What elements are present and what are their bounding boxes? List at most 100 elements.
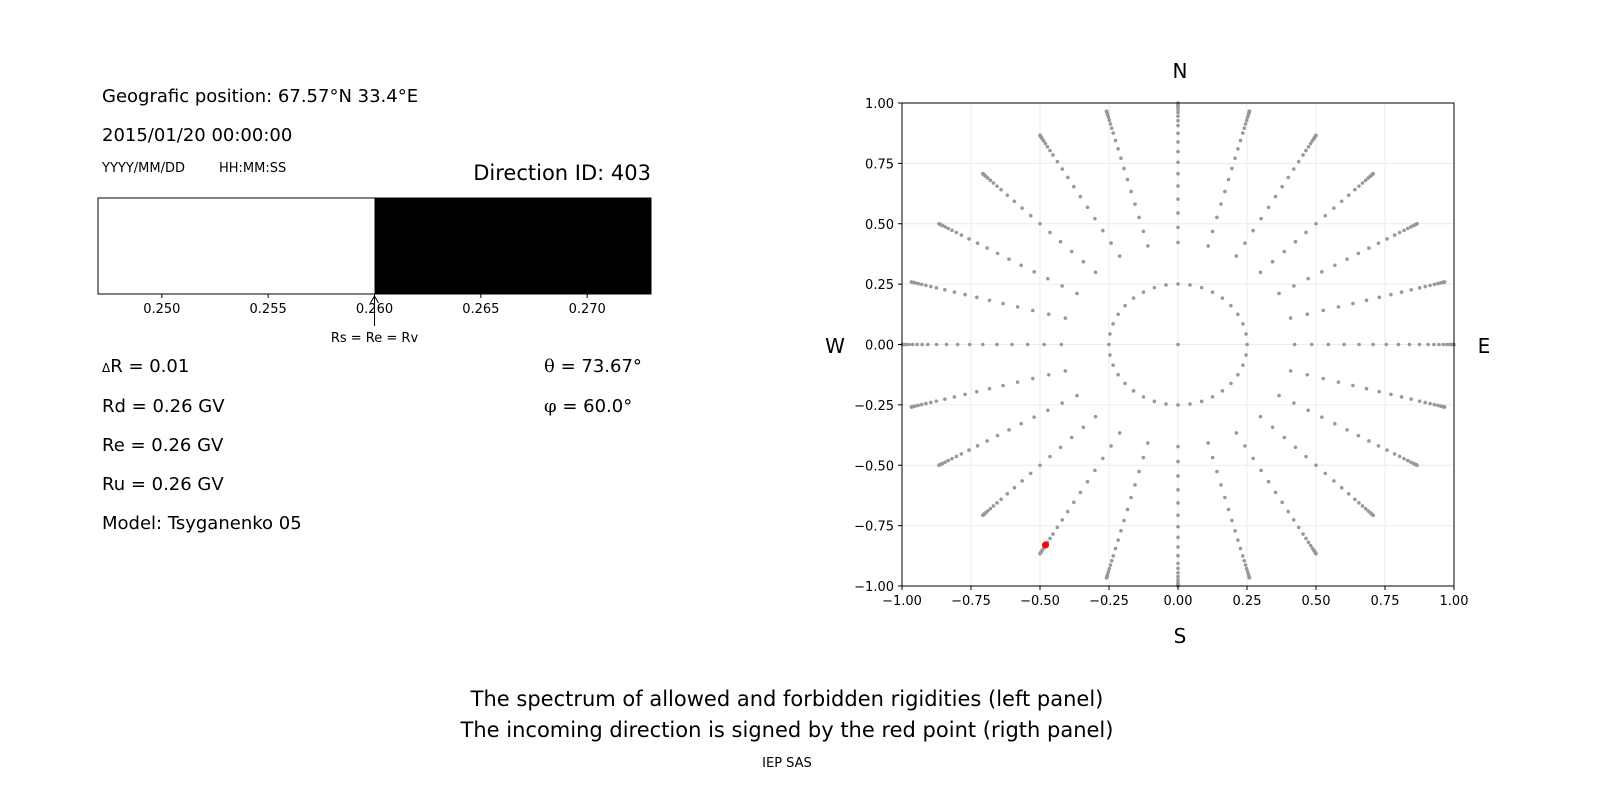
grid-point (1282, 249, 1287, 254)
grid-point (1345, 257, 1349, 261)
re-value: Re = 0.26 GV (102, 435, 224, 456)
y-tick-label: 0.50 (865, 218, 894, 233)
y-tick-label: 0.25 (865, 278, 894, 293)
grid-point (952, 290, 957, 294)
grid-point (1223, 189, 1227, 194)
grid-point (909, 280, 914, 284)
grid-point (1266, 479, 1271, 484)
grid-point (1282, 435, 1287, 440)
grid-point (1409, 397, 1413, 401)
grid-point (1051, 153, 1055, 157)
grid-point (1069, 249, 1074, 254)
grid-point (1176, 535, 1180, 540)
grid-point (1360, 504, 1365, 508)
grid-point (1176, 282, 1180, 286)
grid-point (1141, 290, 1146, 294)
grid-point (1409, 288, 1413, 292)
grid-point (963, 392, 967, 397)
grid-point (1113, 546, 1118, 551)
grid-point (1280, 184, 1284, 189)
grid-point (1085, 205, 1090, 210)
x-tick-label: −1.00 (882, 594, 922, 609)
grid-point (967, 448, 971, 452)
grid-point (1417, 399, 1422, 403)
grid-point (1351, 301, 1355, 306)
grid-point (1176, 566, 1180, 571)
y-tick-label: −0.25 (854, 399, 894, 414)
incoming-direction-point (1042, 541, 1050, 549)
grid-point (1304, 536, 1308, 541)
grid-point (995, 501, 999, 505)
grid-point (1377, 389, 1382, 394)
grid-point (1376, 443, 1381, 448)
grid-point (1286, 509, 1291, 514)
grid-point (1176, 123, 1180, 128)
grid-point (1065, 175, 1070, 180)
grid-point (991, 504, 996, 508)
grid-point (1141, 395, 1146, 399)
grid-point (1305, 373, 1310, 377)
grid-point (1280, 500, 1284, 505)
grid-point (1226, 177, 1231, 182)
phi-symbol: φ (544, 396, 557, 417)
grid-point (988, 506, 993, 511)
grid-point (1093, 468, 1097, 473)
y-tick-label: −1.00 (854, 580, 894, 595)
grid-point (1107, 566, 1112, 571)
grid-point (910, 342, 915, 347)
grid-point (1101, 456, 1105, 461)
grid-point (1244, 353, 1248, 357)
grid-point (1236, 147, 1240, 151)
grid-point (1081, 425, 1086, 430)
grid-point (995, 251, 1000, 256)
x-tick-label: 0.00 (1164, 594, 1193, 609)
grid-point (1078, 194, 1083, 199)
grid-point (1078, 490, 1083, 495)
direction-id: Direction ID: 403 (473, 161, 651, 185)
grid-point (1273, 194, 1278, 199)
grid-point (1093, 270, 1098, 275)
grid-point (1058, 445, 1063, 450)
grid-point (988, 178, 993, 183)
grid-point (1357, 342, 1361, 347)
grid-point (1219, 202, 1223, 206)
grid-point (959, 233, 964, 237)
compass-west: W (825, 334, 845, 358)
grid-point (1015, 380, 1020, 384)
grid-point (1176, 171, 1180, 176)
grid-point (1117, 431, 1122, 435)
grid-point (1042, 342, 1046, 347)
grid-point (1072, 184, 1076, 189)
grid-point (952, 395, 957, 399)
grid-point (1226, 507, 1231, 512)
grid-point (1220, 296, 1225, 300)
grid-point (959, 452, 964, 456)
model: Model: Tsyganenko 05 (102, 513, 302, 534)
grid-point (1176, 160, 1180, 165)
grid-point (1176, 459, 1180, 464)
grid-point (1146, 441, 1150, 445)
grid-point (915, 342, 919, 347)
grid-point (1176, 342, 1180, 347)
grid-point (995, 433, 1000, 438)
grid-point (1129, 495, 1133, 500)
grid-point (916, 281, 921, 286)
grid-point (1236, 538, 1240, 542)
grid-point (1306, 144, 1311, 149)
grid-point (909, 405, 914, 409)
grid-point (1220, 389, 1225, 393)
grid-point (1176, 240, 1180, 245)
grid-point (974, 389, 979, 394)
grid-point (1241, 322, 1245, 326)
grid-point (1028, 471, 1033, 476)
grid-point (1104, 575, 1109, 580)
grid-point (1234, 254, 1239, 258)
grid-point (954, 454, 959, 459)
grid-point (1015, 305, 1020, 309)
compass-north: N (1173, 59, 1188, 83)
grid-point (1346, 492, 1351, 496)
grid-point (1051, 532, 1055, 536)
grid-point (1306, 540, 1311, 545)
date-format-label: YYYY/MM/DD (102, 161, 185, 176)
grid-point (1286, 175, 1291, 180)
